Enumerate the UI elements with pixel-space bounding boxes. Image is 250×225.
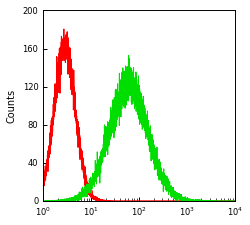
Y-axis label: Counts: Counts bbox=[7, 89, 17, 123]
